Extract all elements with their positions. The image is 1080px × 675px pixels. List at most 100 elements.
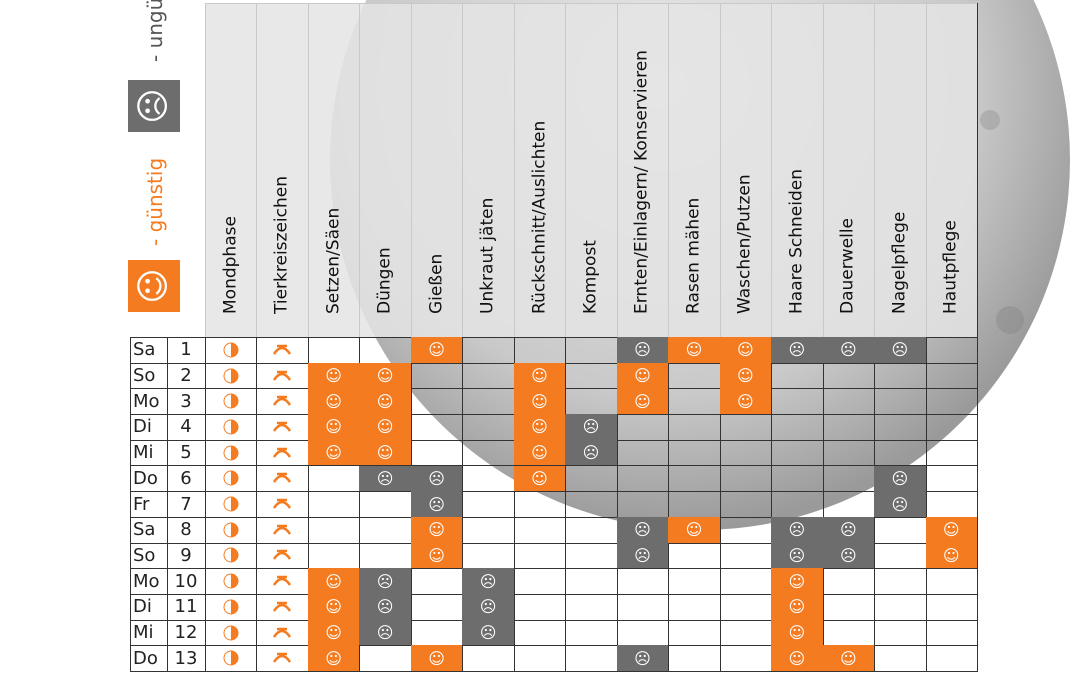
day-cell: Mi [130,439,168,467]
date-cell: 4 [167,414,206,441]
activity-cell [565,568,618,595]
activity-cell: ☺ [925,516,978,544]
activity-cell [822,568,876,595]
activity-cell: ☺ [719,388,773,416]
column-header-text: Düngen [374,247,395,314]
activity-cell [668,362,721,390]
activity-cell [307,491,361,518]
good-symbol: ☺ [634,366,651,386]
date-cell: 3 [167,388,206,416]
zodiac-cell [256,388,309,416]
activity-cell [513,568,567,595]
day-cell: Do [130,465,168,493]
activity-cell: ☺ [616,362,670,390]
activity-cell: ☹ [771,337,824,364]
activity-cell [874,594,927,621]
activity-cell [359,516,412,544]
good-symbol: ☺ [376,443,394,463]
zodiac-cell [256,542,309,570]
zodiac-cell [256,362,309,390]
bad-symbol: ☹ [891,340,909,360]
column-header-text: Setzen/Säen [323,207,344,314]
activity-cell: ☺ [359,414,412,441]
zodiac-cell [256,465,309,493]
activity-cell [719,465,773,493]
activity-cell [925,439,978,467]
zodiac-cell [256,594,309,621]
activity-cell: ☺ [513,388,567,416]
activity-cell [925,362,978,390]
zodiac-cell [256,439,309,467]
bad-symbol: ☹ [634,520,651,540]
good-symbol: ☺ [428,545,445,565]
column-header-text: Haare Schneiden [786,169,807,314]
activity-cell: ☹ [410,465,464,493]
column-header: Rückschnitt/Auslichten [513,3,567,338]
activity-cell [565,362,618,390]
activity-cell: ☹ [359,594,412,621]
activity-cell: ☺ [925,542,978,570]
activity-cell [462,337,515,364]
bad-symbol: ☹ [891,494,909,514]
activity-cell [410,594,464,621]
activity-cell [874,568,927,595]
activity-cell [668,542,721,570]
table-left-border [130,337,131,672]
activity-cell: ☺ [359,388,412,416]
column-header: Waschen/Putzen [719,3,773,338]
activity-cell [668,414,721,441]
activity-cell: ☹ [616,516,670,544]
good-symbol: ☺ [942,520,960,540]
day-cell: Sa [130,516,168,544]
activity-cell: ☹ [822,516,876,544]
activity-cell [822,388,876,416]
good-symbol: ☺ [325,597,342,617]
date-cell: 13 [167,645,206,673]
activity-cell: ☺ [719,362,773,390]
activity-cell: ☹ [462,568,515,595]
good-symbol: ☺ [376,366,394,386]
activity-cell [668,439,721,467]
bad-symbol: ☹ [788,520,806,540]
date-cell: 6 [167,465,206,493]
activity-cell: ☹ [462,594,515,621]
bad-symbol: ☹ [582,443,600,463]
activity-cell [874,645,927,673]
activity-cell [719,568,773,595]
activity-cell: ☺ [771,568,824,595]
activity-cell [925,594,978,621]
moon-phase-cell [205,542,258,570]
activity-cell: ☺ [307,619,361,647]
column-header: Dauerwelle [822,3,876,338]
good-symbol: ☺ [325,391,342,411]
activity-cell [307,516,361,544]
activity-cell [719,439,773,467]
activity-cell [462,388,515,416]
activity-cell [925,414,978,441]
activity-cell: ☹ [565,414,618,441]
bad-symbol: ☹ [428,494,445,514]
column-header: Rasen mähen [668,3,721,338]
bad-symbol: ☹ [376,623,394,643]
column-header-text: Nagelpflege [889,211,910,314]
column-header-text: Unkraut jäten [477,197,498,314]
activity-cell: ☹ [359,619,412,647]
moon-phase-cell [205,568,258,595]
activity-cell [822,619,876,647]
activity-cell [462,542,515,570]
activity-cell [771,362,824,390]
good-symbol: ☺ [428,648,445,668]
activity-cell [822,362,876,390]
activity-cell [822,594,876,621]
good-symbol: ☺ [531,391,548,411]
day-cell: Sa [130,337,168,364]
activity-cell [410,619,464,647]
activity-cell [616,465,670,493]
good-symbol: ☺ [634,391,651,411]
activity-cell: ☺ [513,439,567,467]
good-symbol: ☺ [531,468,548,488]
activity-cell [410,362,464,390]
activity-cell [925,491,978,518]
activity-cell [410,388,464,416]
